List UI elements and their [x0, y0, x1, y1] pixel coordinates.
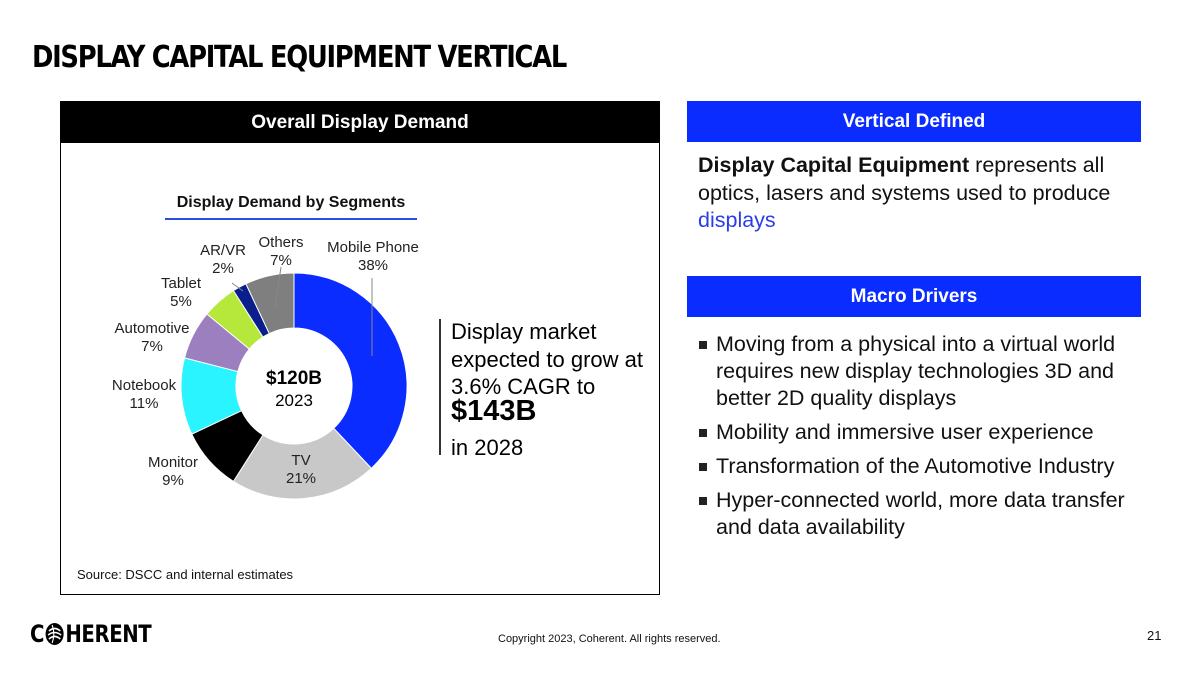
logo-text-start: C	[30, 620, 45, 648]
vertical-defined-header: Vertical Defined	[687, 101, 1141, 142]
segment-label-others: Others 7%	[251, 234, 311, 270]
vertical-definition: Display Capital Equipment represents all…	[698, 152, 1138, 235]
segment-label-arvr: AR/VR 2%	[189, 242, 257, 278]
macro-driver-item: Moving from a physical into a virtual wo…	[698, 331, 1138, 412]
overall-display-demand-panel: Overall Display Demand Display Demand by…	[60, 101, 660, 595]
segment-percent: 11%	[129, 395, 159, 412]
vertical-definition-text: represents all optics, lasers and system…	[698, 153, 1111, 205]
macro-driver-item: Mobility and immersive user experience	[698, 419, 1138, 446]
donut-chart	[180, 266, 408, 500]
segment-percent: 9%	[162, 472, 184, 489]
segment-name: Mobile Phone	[327, 239, 419, 256]
source-note: Source: DSCC and internal estimates	[77, 567, 294, 582]
segment-name: TV	[291, 452, 311, 469]
segment-label-tv: TV 21%	[271, 452, 331, 488]
chart-title: Display Demand by Segments	[176, 194, 406, 211]
coherent-logo: C HERENT	[30, 620, 152, 648]
segment-label-notebook: Notebook 11%	[101, 377, 187, 413]
segment-percent: 2%	[212, 260, 234, 277]
leader-line	[231, 282, 244, 292]
vertical-definition-highlight: displays	[698, 208, 776, 232]
macro-driver-item: Transformation of the Automotive Industr…	[698, 453, 1138, 480]
market-forecast-year: in 2028	[451, 435, 524, 460]
leader-line	[274, 266, 282, 309]
segment-name: Tablet	[160, 275, 202, 292]
market-growth-callout: Display market expected to grow at 3.6% …	[451, 319, 644, 399]
vertical-definition-bold: Display Capital Equipment	[698, 153, 970, 177]
market-forecast-value: $143B	[451, 395, 537, 427]
segment-name: Notebook	[111, 377, 177, 394]
segment-name: Automotive	[114, 320, 190, 337]
macro-drivers-header: Macro Drivers	[687, 276, 1141, 317]
segment-percent: 38%	[357, 257, 389, 274]
overall-display-demand-header: Overall Display Demand	[61, 102, 659, 143]
segment-label-automotive: Automotive 7%	[106, 320, 198, 356]
callout-divider	[439, 319, 441, 455]
donut-center-value: $120B	[266, 368, 322, 389]
segment-label-tablet: Tablet 5%	[149, 275, 213, 311]
segment-name: AR/VR	[200, 242, 246, 259]
macro-driver-item: Hyper-connected world, more data transfe…	[698, 487, 1138, 541]
logo-text-end: HERENT	[65, 620, 152, 648]
chart-title-underline	[165, 218, 417, 220]
segment-label-monitor: Monitor 9%	[133, 454, 213, 490]
segment-label-mobile-phone: Mobile Phone 38%	[313, 239, 433, 275]
segment-percent: 7%	[141, 338, 163, 355]
logo-globe-icon	[45, 623, 64, 645]
segment-name: Monitor	[147, 454, 199, 471]
page-title: DISPLAY CAPITAL EQUIPMENT VERTICAL	[32, 40, 567, 75]
donut-center-year: 2023	[275, 391, 313, 410]
donut-slice-others	[245, 272, 295, 335]
donut-slice-mobile-phone	[293, 272, 408, 470]
macro-drivers-list: Moving from a physical into a virtual wo…	[698, 331, 1138, 548]
segment-name: Others	[258, 234, 304, 251]
segment-percent: 21%	[285, 470, 317, 487]
segment-percent: 7%	[270, 252, 292, 269]
page-number: 21	[1147, 628, 1162, 643]
segment-percent: 5%	[170, 293, 192, 310]
copyright: Copyright 2023, Coherent. All rights res…	[498, 633, 721, 645]
